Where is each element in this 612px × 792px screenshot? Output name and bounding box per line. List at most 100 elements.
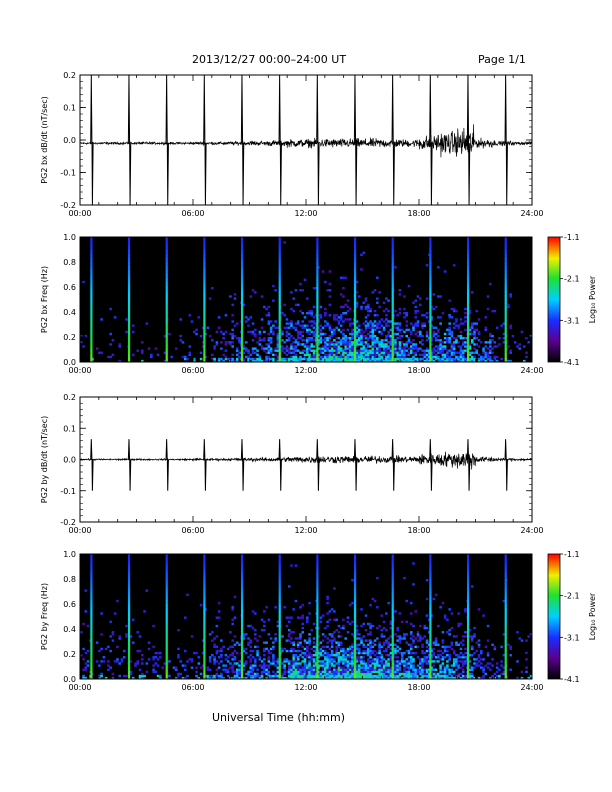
spectrogram-cell bbox=[324, 651, 327, 655]
pulse-streak bbox=[203, 237, 206, 242]
pulse-streak bbox=[466, 341, 470, 346]
spectrogram-cell bbox=[430, 318, 433, 321]
spectrogram-cell bbox=[443, 645, 447, 649]
spectrogram-cell bbox=[247, 357, 250, 361]
spectrogram-cell bbox=[308, 309, 311, 313]
x-tick-label: 00:00 bbox=[68, 526, 91, 535]
spectrogram-cell bbox=[380, 645, 384, 649]
spectrogram-cell bbox=[396, 662, 399, 665]
pulse-streak bbox=[127, 274, 131, 279]
pulse-streak bbox=[127, 645, 131, 651]
spectrogram-cell bbox=[102, 660, 106, 663]
spectrogram-cell bbox=[335, 649, 338, 653]
spectrogram-cell bbox=[272, 299, 275, 302]
spectrogram-cell bbox=[387, 334, 390, 338]
spectrogram-cell bbox=[351, 355, 354, 359]
spectrogram-cell bbox=[459, 345, 463, 348]
spectrogram-cell bbox=[217, 656, 221, 659]
spectrogram-cell bbox=[233, 334, 237, 338]
spectrogram-cell bbox=[242, 351, 246, 354]
spectrogram-cell bbox=[312, 351, 316, 354]
spectrogram-cell bbox=[452, 345, 456, 348]
spectrogram-cell bbox=[373, 320, 377, 323]
spectrogram-cell bbox=[163, 359, 167, 363]
spectrogram-cell bbox=[324, 645, 327, 649]
spectrogram-cell bbox=[330, 641, 334, 644]
spectrogram-cell bbox=[367, 351, 370, 354]
pulse-streak bbox=[353, 295, 357, 300]
spectrogram-cell bbox=[156, 658, 160, 661]
spectrogram-cell bbox=[321, 660, 325, 663]
pulse-streak bbox=[127, 599, 131, 605]
pulse-streak bbox=[203, 595, 206, 601]
spectrogram-cell bbox=[310, 676, 314, 680]
spectrogram-cell bbox=[283, 666, 286, 669]
spectrogram-cell bbox=[461, 343, 465, 346]
spectrogram-cell bbox=[244, 662, 248, 665]
pulse-streak bbox=[316, 637, 319, 642]
spectrogram-cell bbox=[147, 641, 151, 644]
spectrogram-cell bbox=[217, 674, 221, 678]
spectrogram-cell bbox=[294, 564, 298, 567]
spectrogram-cell bbox=[290, 631, 293, 634]
spectrogram-cell bbox=[267, 357, 271, 361]
spectrogram-cell bbox=[389, 357, 393, 361]
spectrogram-cell bbox=[405, 357, 408, 361]
spectrogram-cell bbox=[446, 351, 449, 354]
spectrogram-cell bbox=[421, 324, 424, 327]
x-tick-label: 24:00 bbox=[520, 366, 543, 375]
spectrogram-cell bbox=[285, 318, 289, 321]
spectrogram-cell bbox=[260, 347, 264, 350]
spectrogram-cell bbox=[141, 341, 144, 344]
spectrogram-cell bbox=[98, 674, 101, 678]
pulse-streak bbox=[466, 345, 470, 350]
spectrogram-cell bbox=[118, 635, 121, 638]
spectrogram-cell bbox=[398, 328, 402, 332]
pulse-streak bbox=[429, 554, 432, 559]
spectrogram-cell bbox=[448, 668, 451, 671]
spectrogram-cell bbox=[244, 672, 248, 676]
spectrogram-cell bbox=[299, 676, 302, 680]
spectrogram-cell bbox=[224, 357, 228, 361]
spectrogram-cell bbox=[373, 328, 377, 332]
spectrogram-cell bbox=[443, 647, 447, 651]
spectrogram-cell bbox=[376, 664, 379, 667]
pulse-streak bbox=[90, 249, 93, 254]
pulse-streak bbox=[278, 341, 281, 346]
spectrogram-cell bbox=[364, 353, 368, 357]
pulse-streak bbox=[278, 674, 281, 680]
spectrogram-cell bbox=[443, 649, 447, 653]
spectrogram-cell bbox=[441, 662, 445, 665]
spectrogram-cell bbox=[299, 359, 302, 363]
spectrogram-cell bbox=[220, 347, 223, 350]
spectrogram-cell bbox=[120, 660, 124, 663]
spectrogram-cell bbox=[468, 312, 472, 315]
spectrogram-cell bbox=[378, 672, 381, 676]
spectrogram-cell bbox=[443, 345, 447, 348]
pulse-streak bbox=[127, 674, 131, 680]
spectrogram-cell bbox=[416, 674, 420, 678]
pulse-streak bbox=[391, 562, 394, 567]
pulse-streak bbox=[353, 328, 357, 334]
pulse-streak bbox=[127, 612, 131, 617]
spectrogram-cell bbox=[360, 656, 363, 659]
spectrogram-cell bbox=[367, 307, 370, 311]
spectrogram-cell bbox=[473, 359, 476, 363]
spectrogram-cell bbox=[357, 324, 361, 327]
spectrogram-cell bbox=[147, 647, 151, 651]
pulse-streak bbox=[429, 245, 432, 250]
spectrogram-cell bbox=[183, 668, 187, 671]
spectrogram-cell bbox=[247, 637, 250, 640]
pulse-streak bbox=[90, 629, 93, 634]
spectrogram-cell bbox=[339, 647, 343, 651]
spectrogram-cell bbox=[360, 268, 363, 271]
pulse-streak bbox=[466, 666, 470, 671]
spectrogram-cell bbox=[296, 332, 300, 336]
pulse-streak bbox=[316, 666, 319, 671]
spectrogram-cell bbox=[324, 353, 327, 357]
spectrogram-cell bbox=[312, 357, 316, 361]
spectrogram-cell bbox=[468, 666, 472, 669]
spectrogram-cell bbox=[416, 349, 420, 352]
spectrogram-cell bbox=[330, 343, 334, 346]
spectrogram-cell bbox=[362, 635, 366, 638]
